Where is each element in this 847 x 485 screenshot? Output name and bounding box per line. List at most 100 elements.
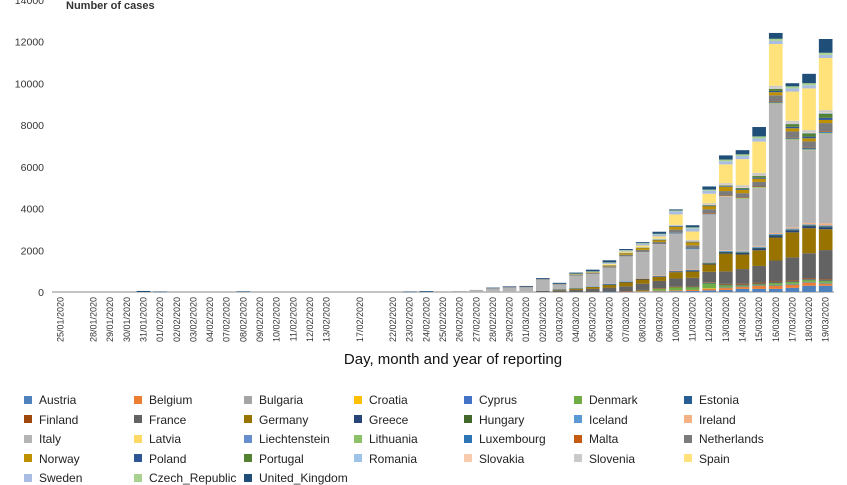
x-tick-label: 13/03/2020 <box>721 297 731 342</box>
bar-segment <box>785 91 800 121</box>
bar-segment <box>619 281 633 282</box>
x-tick-label: 24/02/2020 <box>421 297 431 342</box>
bar-segment <box>802 226 816 229</box>
bar-segment <box>652 290 667 292</box>
bar-segment <box>785 283 800 285</box>
bar-segment <box>685 242 700 246</box>
bar-segment <box>635 245 650 248</box>
bar-segment <box>818 54 833 58</box>
x-tick-label: 14/03/2020 <box>737 297 747 342</box>
y-tick-label: 6000 <box>21 162 45 174</box>
bar-segment <box>669 214 683 225</box>
legend-label: Norway <box>39 451 80 466</box>
bar-segment <box>735 198 750 251</box>
bar-segment <box>802 132 816 134</box>
bar-segment <box>768 44 783 86</box>
legend-label: Netherlands <box>699 432 764 446</box>
legend-swatch <box>134 454 142 463</box>
bar-segment <box>635 251 650 279</box>
bar-segment <box>818 113 833 118</box>
bar-segment <box>752 127 766 137</box>
bar-segment <box>752 282 766 284</box>
bar-segment <box>802 141 816 148</box>
bar-segment <box>635 283 650 290</box>
bar-segment <box>669 290 683 292</box>
x-tick-label: 22/02/2020 <box>388 297 398 342</box>
bar-segment <box>652 239 667 240</box>
legend-item: Liechtenstein <box>244 432 330 446</box>
bar-segment <box>669 229 683 233</box>
x-tick-label: 08/02/2020 <box>238 297 248 342</box>
bar-segment <box>785 123 800 125</box>
bar-segment <box>752 187 766 246</box>
legend-label: Greece <box>369 412 409 427</box>
bar-segment <box>685 290 700 292</box>
bar-segment <box>768 101 783 103</box>
bar-segment <box>702 204 717 205</box>
bar-segment <box>735 197 750 198</box>
bar-segment <box>768 282 783 285</box>
legend-swatch <box>134 415 142 424</box>
legend-swatch <box>24 473 32 482</box>
bar-segment <box>702 264 717 272</box>
legend-label: Austria <box>39 393 77 407</box>
legend-swatch <box>244 415 252 424</box>
bar-segment <box>685 231 700 240</box>
bar-segment <box>685 240 700 242</box>
bar-segment <box>552 284 567 290</box>
legend-swatch <box>244 395 252 404</box>
bar-segment <box>669 287 683 291</box>
bar-segment <box>602 263 617 265</box>
legend-swatch <box>244 454 252 463</box>
bar-segment <box>719 285 733 288</box>
bar-segment <box>702 290 717 292</box>
bar-segment <box>752 186 766 187</box>
bar-segment <box>818 280 833 283</box>
bar-segment <box>818 117 833 120</box>
x-tick-label: 10/02/2020 <box>272 297 282 342</box>
bar-segment <box>785 122 800 124</box>
legend-item: Netherlands <box>684 432 764 446</box>
bar-segment <box>818 226 833 228</box>
bar-segment <box>635 247 650 250</box>
legend-item: Poland <box>134 452 186 466</box>
bar-segment <box>735 154 750 157</box>
bar-segment <box>652 288 667 291</box>
bar-segment <box>752 172 766 175</box>
bar-segment <box>752 177 766 179</box>
legend-swatch <box>354 415 362 424</box>
bar-segment <box>818 131 833 132</box>
bar-segment <box>802 281 816 283</box>
bar-segment <box>735 251 750 253</box>
bar-segment <box>818 283 833 286</box>
bar-segment <box>785 230 800 233</box>
y-axis-title: Number of cases <box>66 0 155 12</box>
legend-label: Hungary <box>479 412 525 427</box>
bar-segment <box>669 210 683 212</box>
bar-segment <box>785 257 800 281</box>
legend-item: Greece <box>354 413 408 427</box>
bar-segment <box>719 155 733 160</box>
bar-segment <box>719 250 733 251</box>
bar-segment <box>735 284 750 286</box>
bar-segment <box>702 189 717 191</box>
bar-segment <box>602 266 617 268</box>
bar-segment <box>619 282 633 287</box>
bar-segment <box>685 270 700 272</box>
bar-segment <box>752 174 766 176</box>
bar-segment <box>702 213 717 214</box>
x-axis: 25/01/2020 28/01/2020 29/01/2020 30/01/2020… <box>55 297 830 342</box>
y-tick-label: 12000 <box>15 37 44 49</box>
bar-segment <box>602 291 617 293</box>
legend-swatch <box>464 415 472 424</box>
legend-label: Croatia <box>369 393 408 407</box>
bar-segment <box>802 285 816 292</box>
x-tick-label: 23/02/2020 <box>405 297 415 342</box>
bar-segment <box>785 120 800 123</box>
bar-segment <box>702 205 717 206</box>
bar-segment <box>818 112 833 113</box>
bar-segment <box>752 187 766 188</box>
legend-swatch <box>134 395 142 404</box>
bar-segment <box>818 57 833 111</box>
bar-segment <box>536 290 550 292</box>
